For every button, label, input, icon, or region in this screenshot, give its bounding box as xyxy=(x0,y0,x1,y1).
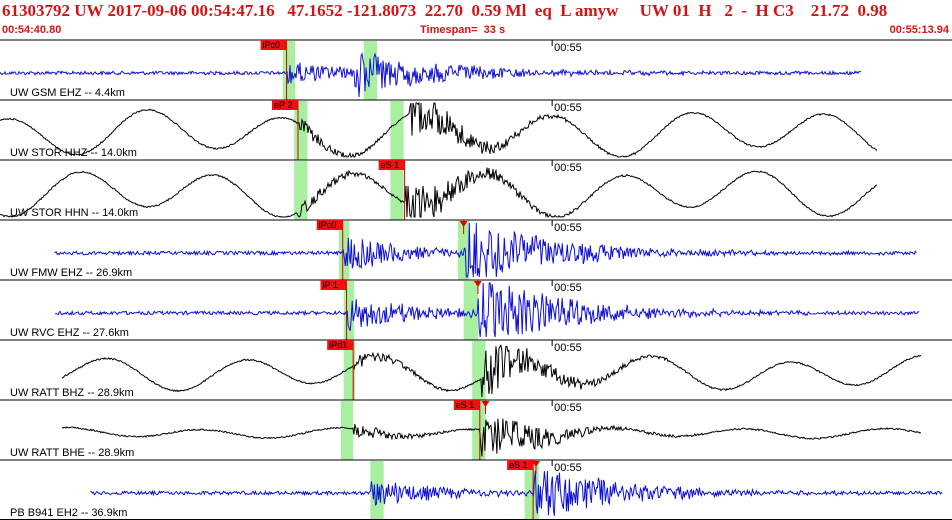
time-tick-label: 00:55 xyxy=(554,222,582,234)
pick-label-box[interactable] xyxy=(327,340,354,350)
waveform-trace[interactable] xyxy=(90,470,943,516)
p-pick-window xyxy=(294,161,308,220)
waveform-trace[interactable] xyxy=(0,167,878,219)
s-pick-window xyxy=(363,41,377,100)
station-label: PB B941 EH2 -- 36.9km xyxy=(10,507,127,519)
waveform-trace[interactable] xyxy=(0,101,878,158)
pick-label-box[interactable] xyxy=(507,460,534,470)
time-tick-label: 00:55 xyxy=(554,342,582,354)
station-label: UW RVC EHZ -- 27.6km xyxy=(10,327,129,339)
waveform-trace[interactable] xyxy=(0,52,862,98)
station-label: UW FMW EHZ -- 26.9km xyxy=(10,267,132,279)
pick-label[interactable]: eS 1 xyxy=(381,160,400,170)
pick-label[interactable]: iPc0 xyxy=(319,220,337,230)
pick-label-box[interactable] xyxy=(378,160,405,170)
time-tick-label: 00:55 xyxy=(554,282,582,294)
pick-label-box[interactable] xyxy=(316,220,343,230)
pick-label-box[interactable] xyxy=(271,100,298,110)
p-pick-window xyxy=(340,401,354,460)
station-label: UW RATT BHE -- 28.9km xyxy=(10,447,134,459)
time-tick-label: 00:55 xyxy=(554,462,582,474)
waveform-trace[interactable] xyxy=(55,282,920,338)
event-summary-line: 61303792 UW 2017-09-06 00:54:47.16 47.16… xyxy=(2,1,888,20)
station-label: UW GSM EHZ -- 4.4km xyxy=(10,87,125,99)
pick-label-box[interactable] xyxy=(453,400,480,410)
pick-label[interactable]: iPc0 xyxy=(263,40,281,50)
station-label: UW STOR HHZ -- 14.0km xyxy=(10,147,137,159)
time-tick-label: 00:55 xyxy=(554,162,582,174)
pick-label-box[interactable] xyxy=(320,280,347,290)
p-pick-window xyxy=(338,221,350,280)
p-pick-window xyxy=(343,281,355,340)
timespan-readout: Timespan= 33 s xyxy=(420,24,506,36)
waveform-trace[interactable] xyxy=(54,222,917,278)
s-pick-window xyxy=(472,341,486,400)
event-header: 61303792 UW 2017-09-06 00:54:47.16 47.16… xyxy=(0,0,952,40)
p-pick-window xyxy=(343,341,356,400)
window-start-time: 00:54:40.80 xyxy=(2,24,62,36)
pick-label[interactable]: iPd1 xyxy=(329,340,347,350)
pick-label-box[interactable] xyxy=(260,40,287,50)
window-end-time: 00:55:13.94 xyxy=(889,24,949,36)
time-tick-label: 00:55 xyxy=(554,42,582,54)
s-pick-window xyxy=(463,281,478,340)
station-label: UW RATT BHZ -- 28.9km xyxy=(10,387,134,399)
waveform-trace[interactable] xyxy=(61,344,922,398)
time-tick-label: 00:55 xyxy=(554,102,582,114)
pick-label[interactable]: eP 2 xyxy=(274,100,292,110)
pick-label[interactable]: iP 1 xyxy=(323,280,338,290)
waveform-trace[interactable] xyxy=(61,418,922,457)
time-tick-label: 00:55 xyxy=(554,402,582,414)
s-pick-window xyxy=(390,161,404,220)
pick-label[interactable]: eS 1 xyxy=(509,460,528,470)
pick-label[interactable]: eS 1 xyxy=(456,400,475,410)
station-label: UW STOR HHN -- 14.0km xyxy=(10,207,138,219)
s-pick-window xyxy=(390,101,404,160)
p-pick-window xyxy=(282,41,296,100)
